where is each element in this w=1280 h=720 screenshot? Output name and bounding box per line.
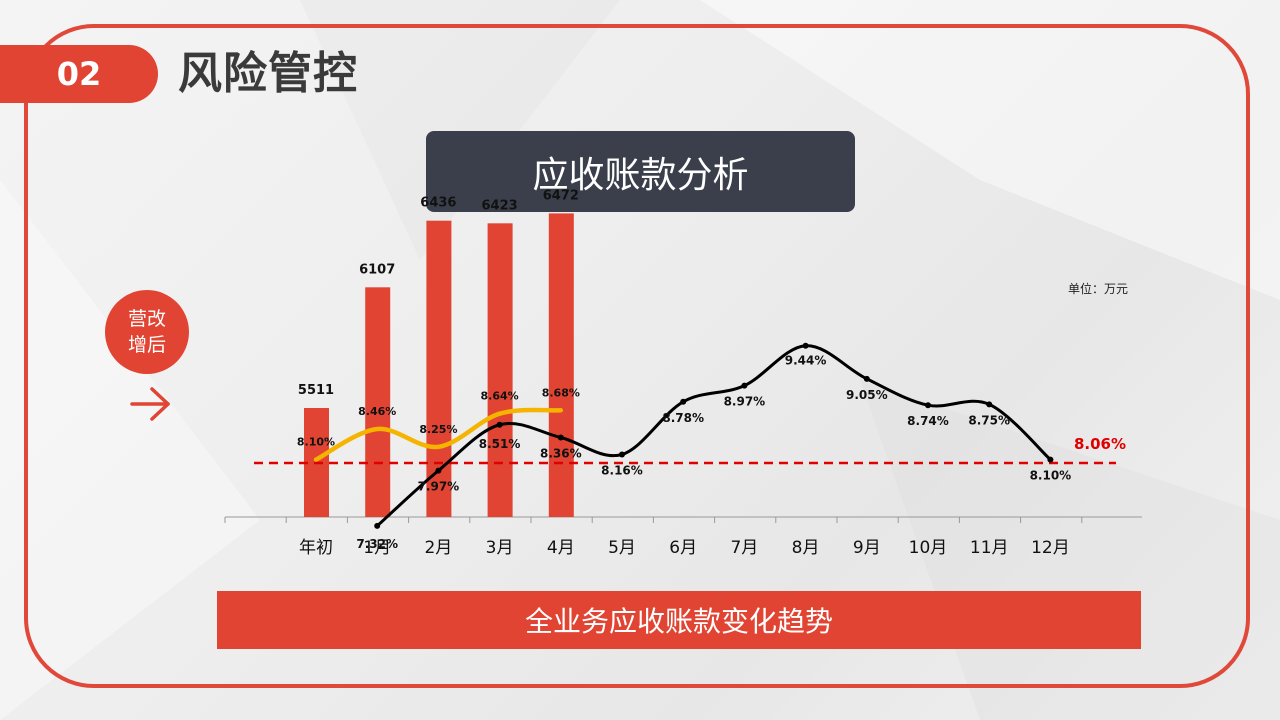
x-tick-label: 12月 xyxy=(1031,538,1070,558)
bar xyxy=(365,287,391,517)
black-point xyxy=(863,375,870,382)
black-point xyxy=(741,382,748,389)
black-point-label: 8.16% xyxy=(601,464,643,478)
section-number-tag: 02 xyxy=(0,45,158,103)
black-point xyxy=(374,522,381,529)
yellow-point-label: 8.25% xyxy=(419,423,457,436)
black-point-label: 8.75% xyxy=(968,413,1010,427)
black-point xyxy=(557,434,564,441)
bar-value-label: 6107 xyxy=(359,262,395,277)
x-tick-label: 10月 xyxy=(909,538,948,558)
yellow-point-label: 8.64% xyxy=(481,390,519,403)
bar-value-label: 5511 xyxy=(298,383,334,398)
black-point xyxy=(496,421,503,428)
black-point xyxy=(680,398,687,405)
chart-title-box: 应收账款分析 xyxy=(426,131,855,212)
black-point-label: 9.44% xyxy=(785,354,827,368)
black-point xyxy=(925,402,931,409)
x-tick-label: 11月 xyxy=(970,538,1009,558)
badge-line2: 增后 xyxy=(127,334,166,356)
unit-label: 单位：万元 xyxy=(1068,282,1129,296)
black-point xyxy=(435,467,442,474)
series-line-yellow xyxy=(313,407,564,462)
black-point-label: 7.32% xyxy=(356,537,398,551)
x-tick-label: 年初 xyxy=(299,538,333,558)
bar-value-label: 6436 xyxy=(420,196,456,211)
banner-text: 全业务应收账款变化趋势 xyxy=(524,605,833,638)
slide-frame xyxy=(24,24,1250,688)
x-tick-label: 2月 xyxy=(424,538,452,558)
x-tick-label: 4月 xyxy=(547,538,575,558)
tax-reform-badge: 营改 增后 xyxy=(105,290,189,374)
chart-title: 应收账款分析 xyxy=(532,154,749,196)
black-point xyxy=(986,401,993,408)
section-number: 02 xyxy=(56,55,102,93)
black-point-label: 8.78% xyxy=(662,411,704,425)
section-title: 风险管控 xyxy=(178,48,358,99)
black-point xyxy=(1047,456,1054,463)
black-point-label: 8.97% xyxy=(724,395,766,409)
black-point xyxy=(802,342,809,349)
x-tick-label: 8月 xyxy=(792,538,820,558)
bottom-banner: 全业务应收账款变化趋势 xyxy=(217,591,1141,649)
bar-value-label: 6472 xyxy=(543,188,579,203)
black-point xyxy=(619,451,625,458)
black-point-label: 8.10% xyxy=(1030,469,1072,483)
black-point-label: 9.05% xyxy=(846,388,888,402)
bar xyxy=(426,220,452,517)
x-tick-label: 1月 xyxy=(363,538,391,558)
bar xyxy=(487,223,513,517)
black-point-label: 8.74% xyxy=(907,414,949,428)
reference-line-label: 8.06% xyxy=(1074,435,1126,453)
black-point-label: 7.97% xyxy=(418,480,460,494)
bar-value-label: 6423 xyxy=(482,198,518,213)
bar xyxy=(548,213,574,517)
yellow-point-label: 8.46% xyxy=(358,405,396,418)
black-point-label: 8.36% xyxy=(540,447,582,461)
yellow-point-label: 8.10% xyxy=(297,436,335,449)
arrow-right-icon xyxy=(130,387,170,421)
badge-line1: 营改 xyxy=(127,308,166,330)
x-tick-label: 7月 xyxy=(730,538,758,558)
yellow-point-label: 8.68% xyxy=(542,386,580,399)
x-tick-label: 6月 xyxy=(669,538,697,558)
series-line-black xyxy=(375,344,1052,528)
x-tick-label: 3月 xyxy=(486,538,514,558)
x-tick-label: 9月 xyxy=(853,538,881,558)
black-point-label: 8.51% xyxy=(479,437,521,451)
x-tick-label: 5月 xyxy=(608,538,636,558)
